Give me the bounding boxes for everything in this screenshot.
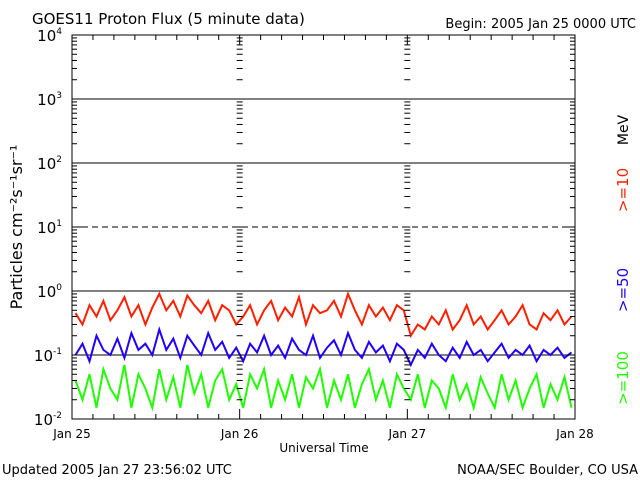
legend-entry: >=50 [614, 268, 632, 312]
y-tick-label: 103 [37, 91, 62, 109]
y-tick-exponent: 3 [56, 91, 62, 101]
chart-subtitle: Begin: 2005 Jan 25 0000 UTC [445, 17, 636, 32]
y-tick-base: 10 [34, 411, 53, 429]
series-line [74, 326, 573, 368]
y-tick-exponent: 2 [56, 155, 62, 165]
legend-entry: >=10 [614, 168, 632, 212]
chart-title: GOES11 Proton Flux (5 minute data) [32, 10, 305, 28]
data-series [74, 290, 573, 412]
y-tick-label: 10-1 [34, 347, 62, 365]
y-tick-base: 10 [37, 283, 56, 301]
y-tick-exponent: -1 [53, 347, 62, 357]
y-tick-base: 10 [37, 219, 56, 237]
legend-unit: MeV [616, 114, 632, 145]
plot-frame [71, 34, 576, 420]
series-line [74, 364, 573, 412]
y-tick-base: 10 [37, 91, 56, 109]
y-tick-label: 102 [37, 155, 62, 173]
y-tick-label: 100 [37, 283, 62, 301]
x-tick-label: Jan 26 [220, 427, 259, 441]
y-tick-exponent: 0 [56, 283, 62, 293]
data-source: NOAA/SEC Boulder, CO USA [457, 463, 638, 478]
y-tick-label: 10-2 [34, 411, 62, 429]
y-axis-label: Particles cm⁻²s⁻¹sr⁻¹ [7, 145, 26, 310]
x-tick-labels: Jan 25 Jan 26 Jan 27 Jan 28 [52, 427, 594, 441]
updated-timestamp: Updated 2005 Jan 27 23:56:02 UTC [2, 463, 232, 478]
legend-entry: >=100 [614, 351, 632, 405]
y-tick-label: 104 [37, 27, 62, 45]
y-tick-exponent: -2 [53, 411, 62, 421]
y-tick-exponent: 1 [56, 219, 62, 229]
y-tick-label: 101 [37, 219, 62, 237]
x-tick-label: Jan 28 [555, 427, 594, 441]
y-tick-base: 10 [37, 155, 56, 173]
axis-ticks [71, 35, 576, 420]
x-axis-label: Universal Time [279, 441, 368, 455]
y-tick-base: 10 [34, 347, 53, 365]
x-tick-label: Jan 27 [388, 427, 427, 441]
x-tick-label: Jan 25 [52, 427, 91, 441]
series-line [74, 290, 573, 339]
y-tick-exponent: 4 [56, 27, 62, 37]
legend: MeV >=10 >=50 >=100 [614, 114, 632, 404]
grid-lines [72, 98, 575, 356]
y-tick-base: 10 [37, 27, 56, 45]
